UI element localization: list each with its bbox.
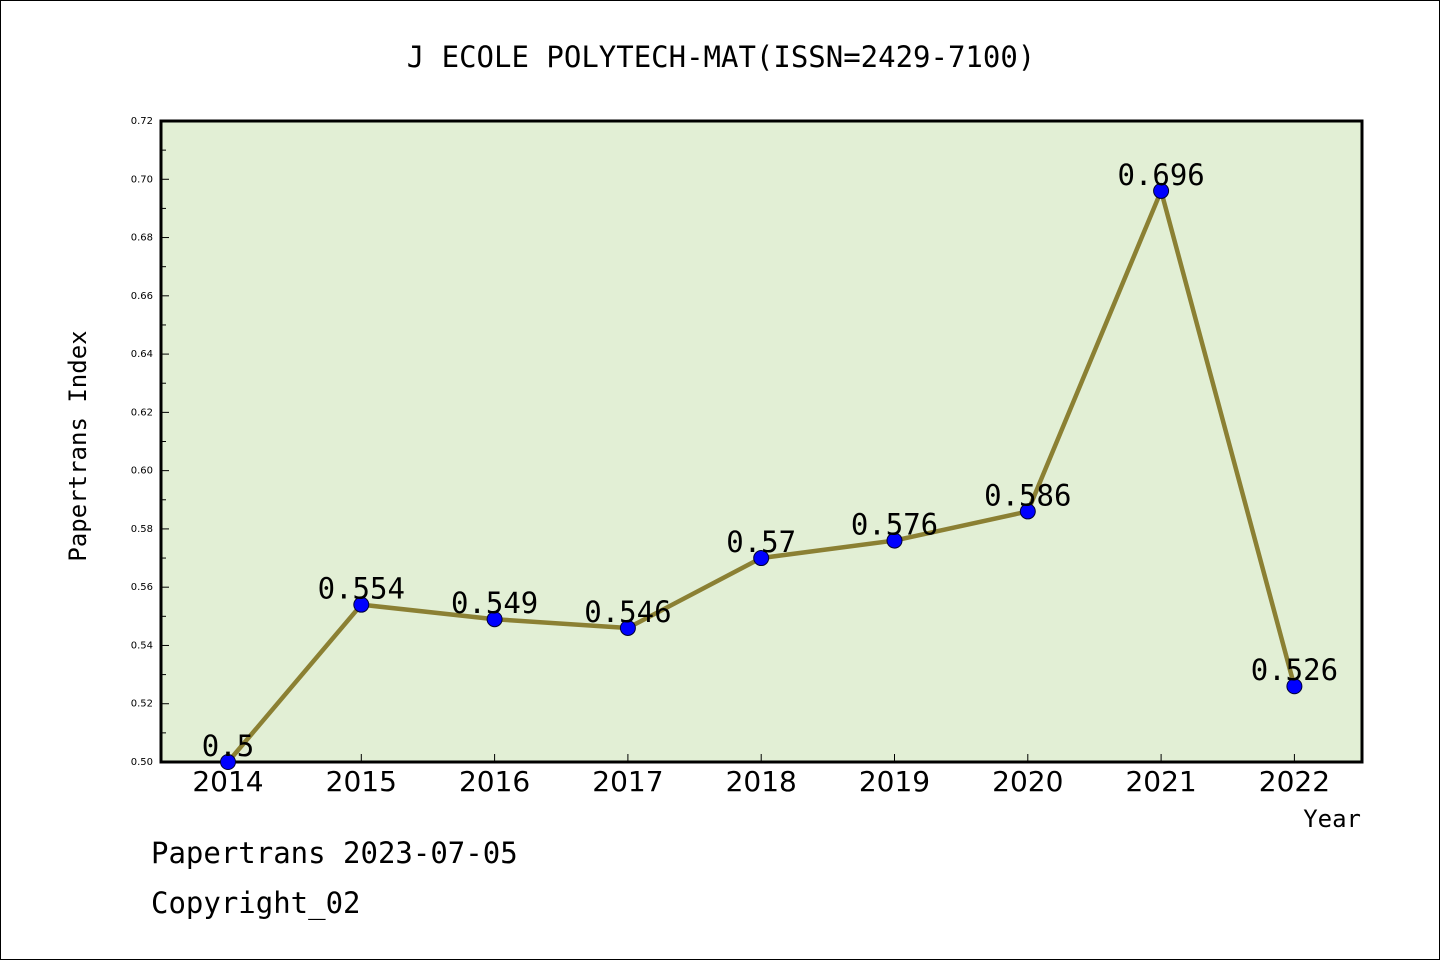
y-tick-label: 0.70 xyxy=(131,174,153,185)
chart-title: J ECOLE POLYTECH-MAT(ISSN=2429-7100) xyxy=(407,40,1036,74)
x-axis: 2014 2015 2016 2017 2018 2019 2020 2021 2022 xyxy=(192,754,1330,798)
x-tick-label: 2014 xyxy=(192,765,263,798)
data-point xyxy=(886,532,903,549)
y-axis: 0.50 0.52 0.54 0.56 0.58 0.60 0.62 0.64 0.66 0.68… xyxy=(131,116,169,768)
y-tick-label: 0.64 xyxy=(131,349,153,360)
plot-area xyxy=(159,119,1364,764)
x-tick-label: 2017 xyxy=(592,765,663,798)
data-label: 0.57 xyxy=(726,525,796,559)
data-point xyxy=(1286,678,1303,695)
y-tick-label: 0.72 xyxy=(131,116,153,127)
y-axis-label: Papertrans Index xyxy=(64,330,92,561)
data-label: 0.554 xyxy=(318,572,405,606)
x-tick-label: 2015 xyxy=(326,765,397,798)
x-axis-label: Year xyxy=(1303,805,1361,833)
data-point xyxy=(220,754,236,770)
x-tick-label: 2022 xyxy=(1259,765,1330,798)
data-label: 0.546 xyxy=(584,595,671,629)
y-tick-label: 0.62 xyxy=(131,407,153,418)
data-point xyxy=(486,611,503,628)
y-tick-label: 0.68 xyxy=(131,233,153,244)
x-tick-label: 2016 xyxy=(459,765,530,798)
y-tick-label: 0.66 xyxy=(131,291,153,302)
data-point xyxy=(353,596,370,613)
data-point xyxy=(753,550,770,567)
y-tick-label: 0.58 xyxy=(131,524,153,535)
data-label: 0.5 xyxy=(202,729,254,763)
data-label: 0.696 xyxy=(1117,158,1204,192)
x-tick-label: 2018 xyxy=(726,765,797,798)
x-tick-label: 2020 xyxy=(992,765,1063,798)
y-tick-label: 0.50 xyxy=(131,757,153,768)
data-point xyxy=(1153,182,1170,199)
series-group: 0.5 0.554 0.549 0.546 0.57 0.576 0.586 0.696 0.5… xyxy=(202,158,1338,770)
y-tick-label: 0.56 xyxy=(131,582,153,593)
data-point xyxy=(619,619,636,636)
footer-copyright-text: Copyright_02 xyxy=(151,886,361,920)
data-label: 0.549 xyxy=(451,586,538,620)
x-tick-label: 2019 xyxy=(859,765,930,798)
y-tick-label: 0.60 xyxy=(131,466,153,477)
y-tick-label: 0.54 xyxy=(131,640,153,651)
data-point xyxy=(1019,503,1036,520)
footer-date-text: Papertrans 2023-07-05 xyxy=(151,836,518,870)
data-label: 0.576 xyxy=(851,508,938,542)
y-tick-label: 0.52 xyxy=(131,699,153,710)
data-label: 0.586 xyxy=(984,478,1071,512)
x-tick-label: 2021 xyxy=(1125,765,1196,798)
data-label: 0.526 xyxy=(1251,653,1338,687)
